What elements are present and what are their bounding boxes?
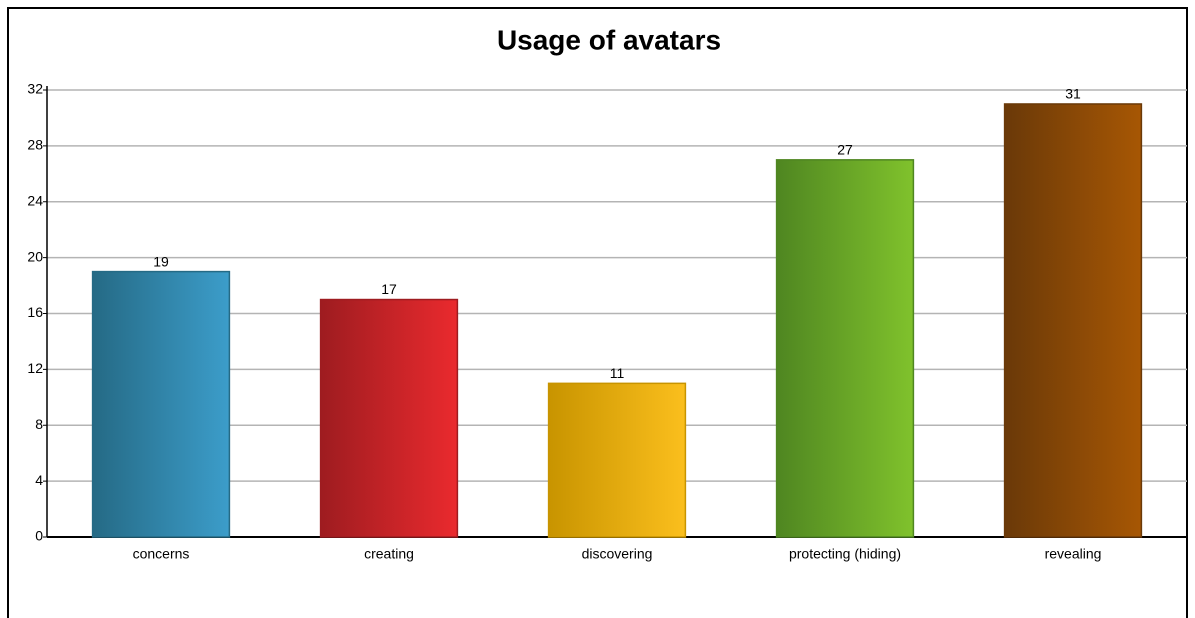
value-label: 11 — [610, 365, 625, 381]
y-tick-label: 8 — [35, 416, 43, 432]
value-label: 31 — [1065, 86, 1081, 102]
y-tick-label: 0 — [35, 528, 43, 544]
y-tick-label: 4 — [35, 472, 43, 488]
x-tick-label: concerns — [133, 546, 190, 562]
x-tick-label: revealing — [1045, 546, 1102, 562]
y-tick-label: 16 — [27, 304, 43, 320]
chart-title: Usage of avatars — [497, 24, 721, 55]
value-label: 27 — [837, 142, 853, 158]
x-tick-label: creating — [364, 546, 414, 562]
y-tick-label: 12 — [27, 360, 43, 376]
y-tick-label: 28 — [27, 137, 43, 153]
y-tick-label: 32 — [27, 81, 43, 97]
bar — [775, 159, 915, 538]
bar — [91, 270, 231, 538]
y-tick-label: 24 — [27, 192, 43, 208]
value-label: 17 — [381, 281, 397, 297]
y-tick-label: 20 — [27, 248, 43, 264]
bar — [547, 382, 687, 538]
x-tick-label: protecting (hiding) — [789, 546, 901, 562]
value-label: 19 — [153, 253, 169, 269]
bar — [319, 298, 459, 538]
x-tick-label: discovering — [582, 546, 653, 562]
bar — [1003, 103, 1143, 538]
